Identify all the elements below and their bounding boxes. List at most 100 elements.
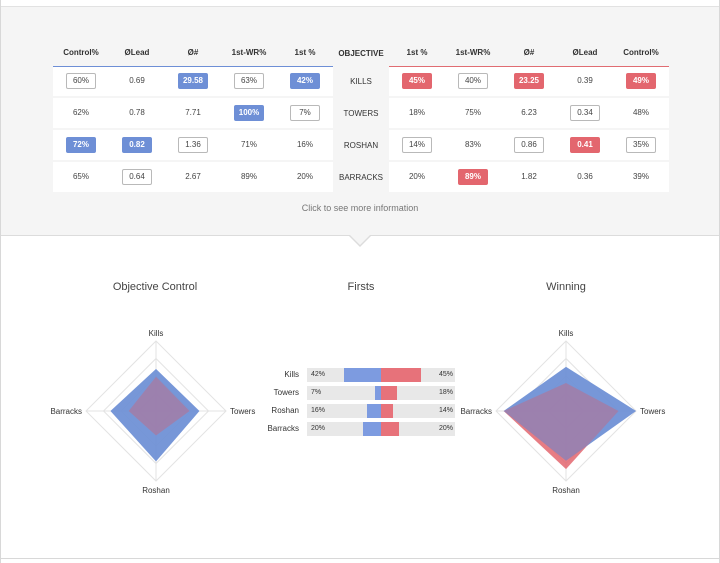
stat-value: 0.34: [570, 105, 600, 121]
radar-label-towers: Towers: [640, 407, 665, 416]
winning-title: Winning: [546, 281, 586, 293]
stat-value: 72%: [66, 137, 96, 153]
table-cell: 89%: [221, 162, 277, 192]
radar-series-blue-overlay: [503, 366, 636, 461]
firsts-left-value: 7%: [311, 389, 322, 396]
firsts-bar-red: [381, 386, 397, 400]
panel-pointer-fill: [349, 234, 371, 245]
table-cell: 72%: [53, 130, 109, 160]
stat-value: 60%: [66, 73, 96, 90]
table-cell: 18%: [389, 98, 445, 128]
header-firstwr-left: 1st-WR%: [221, 40, 277, 67]
table-header-row: Control% ØLead Ø# 1st-WR% 1st % OBJECTIV…: [53, 40, 669, 67]
table-row: 72% 0.82 1.36 71% 16% ROSHAN 14% 83% 0.86 0.41 35%: [53, 130, 669, 160]
table-row: 60% 0.69 29.58 63% 42% KILLS 45% 40% 23.25 0.39 49…: [53, 66, 669, 96]
table-cell: 83%: [445, 130, 501, 160]
table-cell: 7%: [277, 98, 333, 128]
stat-value: 23.25: [513, 73, 545, 90]
table-cell: 0.69: [109, 66, 165, 96]
stat-value: 0.41: [570, 137, 600, 153]
objective-stats-table: Control% ØLead Ø# 1st-WR% 1st % OBJECTIV…: [53, 40, 669, 192]
firsts-row: Roshan 16% 14%: [259, 404, 459, 418]
firsts-right-value: 45%: [438, 371, 453, 378]
firsts-row: Barracks 20% 20%: [259, 422, 459, 436]
stat-value: 39%: [632, 172, 649, 181]
stat-value: 100%: [233, 105, 265, 121]
table-cell: 100%: [221, 98, 277, 128]
stat-value: 89%: [458, 169, 488, 185]
radar-series-blue-overlay: [110, 369, 200, 462]
stat-value: 35%: [626, 137, 656, 153]
table-cell: 20%: [389, 162, 445, 192]
stat-value: 2.67: [185, 172, 201, 181]
table-cell: 62%: [53, 98, 109, 128]
table-cell: 40%: [445, 66, 501, 96]
stat-value: 89%: [240, 172, 257, 181]
table-cell: 16%: [277, 130, 333, 160]
firsts-right-value: 20%: [438, 425, 453, 432]
stat-value: 83%: [464, 140, 481, 149]
bottom-divider: [1, 558, 719, 559]
table-cell: 0.82: [109, 130, 165, 160]
stat-value: 49%: [626, 73, 656, 90]
objective-label: BARRACKS: [338, 172, 383, 182]
stat-value: 16%: [296, 140, 313, 149]
stat-value: 14%: [402, 137, 432, 153]
stat-value: 0.78: [129, 108, 145, 117]
firsts-bar-red: [381, 422, 399, 436]
header-count-right: Ø#: [501, 40, 557, 67]
firsts-right-value: 18%: [438, 389, 453, 396]
firsts-row: Towers 7% 18%: [259, 386, 459, 400]
firsts-bar-red: [381, 368, 421, 382]
table-cell: 7.71: [165, 98, 221, 128]
firsts-bar-blue: [363, 422, 381, 436]
table-cell: 42%: [277, 66, 333, 96]
radar-label-barracks: Barracks: [461, 407, 492, 416]
firsts-right-value: 14%: [438, 407, 453, 414]
stat-value: 71%: [240, 140, 257, 149]
stat-value: 0.82: [122, 137, 152, 153]
stat-value: 48%: [632, 108, 649, 117]
table-cell: 29.58: [165, 66, 221, 96]
table-cell: 65%: [53, 162, 109, 192]
objective-control-radar: Kills Towers Roshan Barracks: [51, 329, 255, 493]
firsts-bar-blue: [344, 368, 381, 382]
firsts-row-label: Roshan: [271, 406, 299, 415]
stat-value: 6.23: [521, 108, 537, 117]
radar-label-towers: Towers: [230, 407, 255, 416]
table-cell: 39%: [613, 162, 669, 192]
table-cell: 6.23: [501, 98, 557, 128]
more-info-link[interactable]: Click to see more information: [301, 203, 419, 213]
header-objective: OBJECTIVE: [338, 48, 384, 58]
firsts-row: Kills 42% 45%: [259, 368, 459, 382]
radar-label-kills: Kills: [149, 329, 164, 338]
header-count-left: Ø#: [165, 40, 221, 67]
table-cell: 0.64: [109, 162, 165, 192]
stat-value: 20%: [408, 172, 425, 181]
stat-value: 40%: [458, 73, 488, 90]
table-cell: 0.34: [557, 98, 613, 128]
firsts-title: Firsts: [347, 281, 375, 293]
winning-radar: Kills Towers Roshan Barracks: [461, 329, 665, 493]
stat-value: 63%: [234, 73, 264, 90]
stat-value: 18%: [408, 108, 425, 117]
objective-label: TOWERS: [343, 108, 379, 118]
table-cell: 35%: [613, 130, 669, 160]
header-lead-left: ØLead: [109, 40, 165, 67]
header-firstwr-right: 1st-WR%: [445, 40, 501, 67]
stat-value: 0.86: [514, 137, 544, 153]
table-cell: 49%: [613, 66, 669, 96]
stat-value: 7%: [290, 105, 320, 121]
firsts-row-label: Barracks: [267, 424, 299, 433]
table-cell: 63%: [221, 66, 277, 96]
header-first-right: 1st %: [389, 40, 445, 67]
table-cell: 48%: [613, 98, 669, 128]
firsts-row-label: Towers: [273, 388, 299, 397]
header-lead-right: ØLead: [557, 40, 613, 67]
objective-label: KILLS: [350, 76, 372, 86]
objective-control-title: Objective Control: [112, 281, 198, 293]
stat-value: 0.64: [122, 169, 152, 185]
stat-value: 1.82: [521, 172, 537, 181]
stat-value: 29.58: [177, 73, 209, 90]
